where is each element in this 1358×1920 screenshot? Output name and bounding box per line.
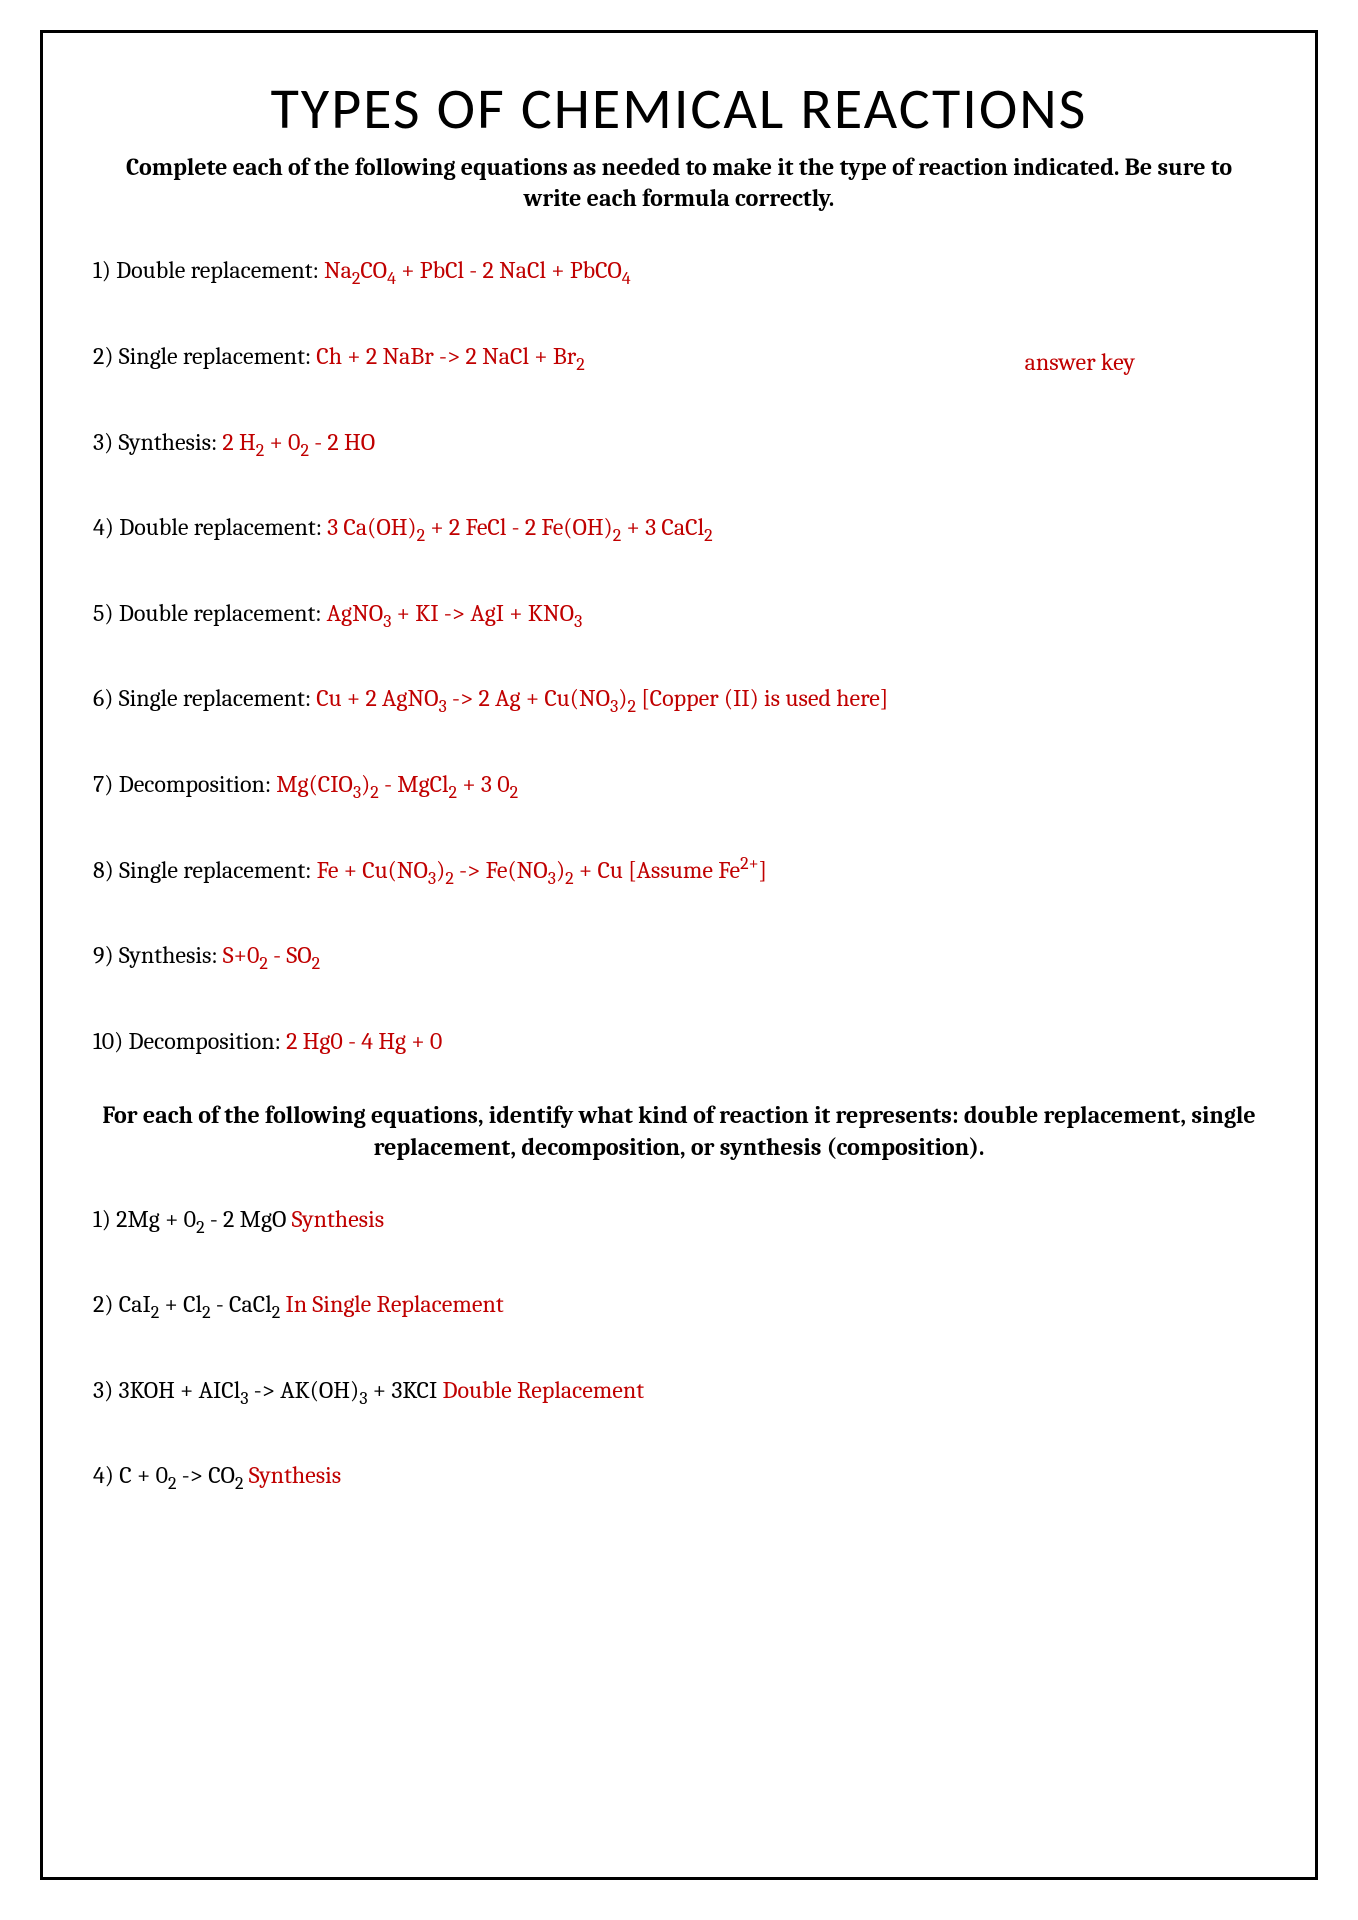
question-row: 10) Decomposition: 2 Hg0 - 4 Hg + 0 [93, 1025, 1265, 1059]
question-equation: 4) C + 02 -> CO2 [93, 1461, 249, 1489]
question-row: 2) CaI2 + Cl2 - CaCl2 In Single Replacem… [93, 1288, 1265, 1322]
question-prompt: 9) Synthesis: [93, 941, 223, 969]
question-equation: 1) 2Mg + 02 - 2 MgO [93, 1205, 292, 1233]
question-answer: Mg(CIO3)2 - MgCl2 + 3 02 [276, 770, 518, 798]
question-answer: AgNO3 + KI -> AgI + KNO3 [327, 599, 583, 627]
question-prompt: 1) Double replacement: [93, 256, 324, 284]
question-answer: Synthesis [292, 1205, 385, 1233]
question-row: 6) Single replacement: Cu + 2 AgNO3 -> 2… [93, 682, 1265, 716]
question-answer: Cu + 2 AgNO3 -> 2 Ag + Cu(NO3)2 [Copper … [316, 684, 888, 712]
question-answer: Na2CO4 + PbCl - 2 NaCl + PbCO4 [324, 256, 631, 284]
question-answer: In Single Replacement [286, 1290, 504, 1318]
question-row: 5) Double replacement: AgNO3 + KI -> AgI… [93, 597, 1265, 631]
question-answer: 2 H2 + 02 - 2 HO [222, 428, 375, 456]
question-row: 1) Double replacement: Na2CO4 + PbCl - 2… [93, 254, 1265, 288]
worksheet-page: TYPES OF CHEMICAL REACTIONS Complete eac… [40, 30, 1318, 1880]
section2-instructions: For each of the following equations, ide… [93, 1100, 1265, 1162]
question-prompt: 6) Single replacement: [93, 684, 316, 712]
section2-questions: 1) 2Mg + 02 - 2 MgO Synthesis 2) CaI2 + C… [93, 1203, 1265, 1493]
page-title: TYPES OF CHEMICAL REACTIONS [93, 73, 1265, 144]
question-row: 4) C + 02 -> CO2 Synthesis [93, 1459, 1265, 1493]
question-prompt: 5) Double replacement: [93, 599, 327, 627]
question-answer: S+02 - SO2 [223, 941, 320, 969]
question-equation: 3) 3KOH + AICl3 -> AK(OH)3 + 3KCI [93, 1376, 443, 1404]
question-answer: Fe + Cu(NO3)2 -> Fe(NO3)2 + Cu [Assume F… [317, 856, 767, 884]
question-row: 3) 3KOH + AICl3 -> AK(OH)3 + 3KCI Double… [93, 1374, 1265, 1408]
question-answer: Ch + 2 NaBr -> 2 NaCl + Br2 [316, 342, 585, 370]
question-prompt: 4) Double replacement: [93, 513, 327, 541]
question-prompt: 3) Synthesis: [93, 428, 222, 456]
question-row: 9) Synthesis: S+02 - SO2 [93, 939, 1265, 973]
question-answer: Double Replacement [443, 1376, 645, 1404]
question-row: 7) Decomposition: Mg(CIO3)2 - MgCl2 + 3 … [93, 768, 1265, 802]
question-row: 4) Double replacement: 3 Ca(OH)2 + 2 FeC… [93, 511, 1265, 545]
question-prompt: 10) Decomposition: [93, 1027, 286, 1055]
question-prompt: 8) Single replacement: [93, 856, 317, 884]
question-prompt: 7) Decomposition: [93, 770, 276, 798]
question-answer: 3 Ca(OH)2 + 2 FeCl - 2 Fe(OH)2 + 3 CaCl2 [327, 513, 713, 541]
question-row: 1) 2Mg + 02 - 2 MgO Synthesis [93, 1203, 1265, 1237]
question-row: 8) Single replacement: Fe + Cu(NO3)2 -> … [93, 854, 1265, 888]
question-answer: Synthesis [249, 1461, 342, 1489]
question-row: 3) Synthesis: 2 H2 + 02 - 2 HO [93, 426, 1265, 460]
question-equation: 2) CaI2 + Cl2 - CaCl2 [93, 1290, 286, 1318]
answer-key-label: answer key [1025, 348, 1135, 376]
question-prompt: 2) Single replacement: [93, 342, 316, 370]
section1-instructions: Complete each of the following equations… [93, 152, 1265, 214]
question-answer: 2 Hg0 - 4 Hg + 0 [286, 1027, 442, 1055]
